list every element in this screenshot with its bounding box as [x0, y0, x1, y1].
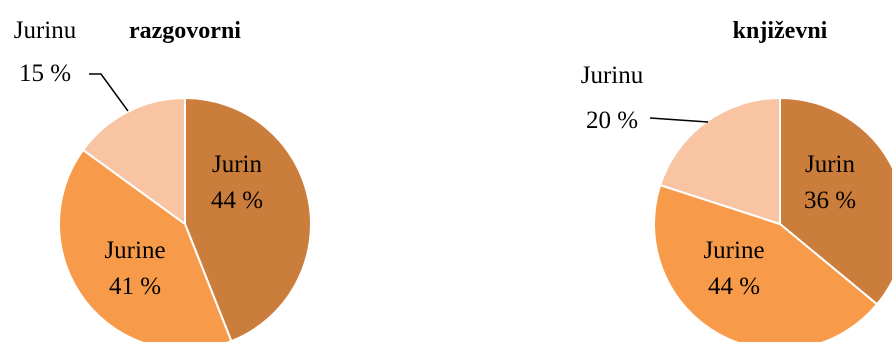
- slice-label-name: Jurine: [104, 237, 165, 264]
- pie-slice-jurin: [184, 96, 312, 342]
- slice-label-value: 15 %: [19, 60, 71, 87]
- slice-label-value: 44 %: [708, 273, 760, 300]
- chart-title: razgovorni: [129, 18, 241, 44]
- pie-slice-jurinu: [81, 96, 186, 226]
- slice-label-name: Jurine: [703, 237, 764, 264]
- slice-label-name: Jurinu: [14, 17, 77, 44]
- slice-label-name: Jurin: [805, 151, 856, 178]
- slice-label-value: 44 %: [211, 187, 263, 214]
- pie-chart-razgovorni: razgovorni Jurin 44 % Jurine 41 % Jurinu…: [14, 17, 312, 342]
- slice-label-name: Jurinu: [581, 62, 644, 89]
- pie-slice-jurine: [653, 183, 879, 342]
- pie-slices: [653, 96, 892, 342]
- slice-label-value: 20 %: [586, 107, 638, 134]
- pie-slice-jurin: [779, 96, 892, 306]
- pie-chart-knjizevni: književni Jurin 36 % Jurine 44 % Jurinu …: [581, 18, 892, 342]
- leader-line: [649, 117, 709, 123]
- slice-label-value: 36 %: [804, 187, 856, 214]
- slice-label-value: 41 %: [109, 273, 161, 300]
- leader-line: [89, 73, 129, 112]
- pie-slices: [58, 96, 312, 342]
- slice-label-name: Jurin: [212, 151, 263, 178]
- pie-slice-jurine: [58, 148, 233, 342]
- chart-title: književni: [733, 18, 828, 44]
